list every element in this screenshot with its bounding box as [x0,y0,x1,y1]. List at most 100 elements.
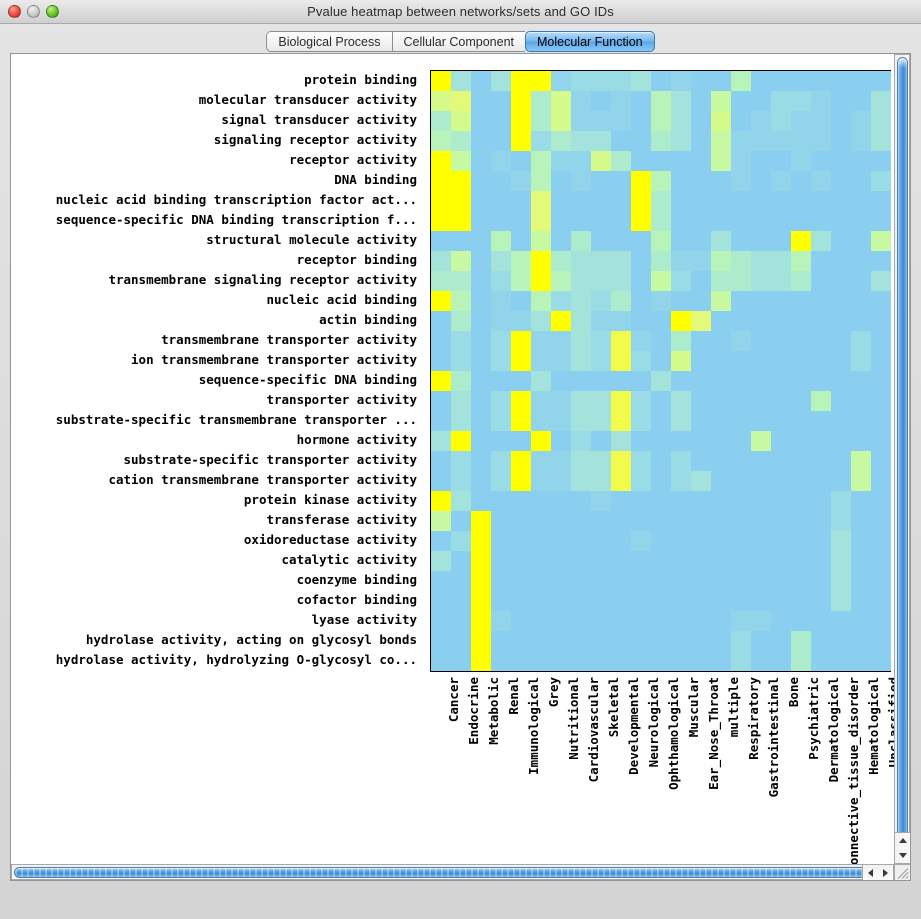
heatmap-cell[interactable] [731,91,751,111]
scroll-down-icon[interactable] [898,853,907,858]
heatmap-cell[interactable] [531,131,551,151]
heatmap-cell[interactable] [691,491,711,511]
heatmap-cell[interactable] [731,551,751,571]
heatmap-cell[interactable] [731,351,751,371]
heatmap-cell[interactable] [771,331,791,351]
heatmap-cell[interactable] [791,171,811,191]
heatmap-cell[interactable] [631,351,651,371]
heatmap-cell[interactable] [471,591,491,611]
heatmap-cell[interactable] [571,151,591,171]
heatmap-cell[interactable] [471,151,491,171]
heatmap-cell[interactable] [491,411,511,431]
heatmap-cell[interactable] [851,591,871,611]
heatmap-cell[interactable] [511,391,531,411]
heatmap-cell[interactable] [791,611,811,631]
heatmap-cell[interactable] [531,611,551,631]
heatmap-cell[interactable] [571,191,591,211]
heatmap-cell[interactable] [511,291,531,311]
heatmap-cell[interactable] [851,211,871,231]
heatmap-cell[interactable] [491,391,511,411]
heatmap-cell[interactable] [711,651,731,671]
heatmap-cell[interactable] [611,471,631,491]
heatmap-cell[interactable] [771,651,791,671]
heatmap-cell[interactable] [531,331,551,351]
heatmap-cell[interactable] [731,411,751,431]
heatmap-cell[interactable] [771,211,791,231]
heatmap-cell[interactable] [611,571,631,591]
heatmap-cell[interactable] [531,551,551,571]
heatmap-cell[interactable] [431,611,451,631]
heatmap-cell[interactable] [591,471,611,491]
heatmap-cell[interactable] [671,191,691,211]
heatmap-cell[interactable] [471,471,491,491]
heatmap-cell[interactable] [491,591,511,611]
heatmap-cell[interactable] [451,231,471,251]
heatmap-cell[interactable] [751,211,771,231]
heatmap-cell[interactable] [811,571,831,591]
heatmap-cell[interactable] [571,271,591,291]
heatmap-cell[interactable] [571,651,591,671]
heatmap-cell[interactable] [751,331,771,351]
heatmap-cell[interactable] [671,291,691,311]
horizontal-scrollbar-thumb[interactable] [14,867,869,878]
heatmap-cell[interactable] [431,631,451,651]
heatmap-cell[interactable] [551,451,571,471]
heatmap-cell[interactable] [811,451,831,471]
heatmap-cell[interactable] [771,411,791,431]
heatmap-cell[interactable] [571,91,591,111]
heatmap-cell[interactable] [711,71,731,91]
heatmap-cell[interactable] [751,491,771,511]
heatmap-cell[interactable] [831,391,851,411]
heatmap-cell[interactable] [871,331,891,351]
heatmap-cell[interactable] [851,151,871,171]
heatmap-cell[interactable] [871,411,891,431]
heatmap-cell[interactable] [671,231,691,251]
heatmap-cell[interactable] [751,511,771,531]
heatmap-cell[interactable] [571,231,591,251]
heatmap-cell[interactable] [711,151,731,171]
heatmap-cell[interactable] [511,611,531,631]
heatmap-cell[interactable] [851,191,871,211]
heatmap-cell[interactable] [791,291,811,311]
heatmap-cell[interactable] [811,251,831,271]
heatmap-cell[interactable] [671,491,691,511]
heatmap-cell[interactable] [811,331,831,351]
heatmap-cell[interactable] [691,371,711,391]
heatmap-cell[interactable] [551,331,571,351]
heatmap-cell[interactable] [431,111,451,131]
heatmap-cell[interactable] [651,611,671,631]
heatmap-cell[interactable] [471,111,491,131]
heatmap-cell[interactable] [511,651,531,671]
heatmap-cell[interactable] [871,431,891,451]
heatmap-cell[interactable] [611,311,631,331]
heatmap-cell[interactable] [831,291,851,311]
heatmap-cell[interactable] [671,131,691,151]
heatmap-cell[interactable] [451,171,471,191]
heatmap-cell[interactable] [531,411,551,431]
heatmap-cell[interactable] [631,231,651,251]
heatmap-cell[interactable] [691,411,711,431]
heatmap-cell[interactable] [471,291,491,311]
heatmap-cell[interactable] [811,291,831,311]
heatmap-cell[interactable] [851,511,871,531]
heatmap-cell[interactable] [451,491,471,511]
heatmap-cell[interactable] [791,551,811,571]
heatmap-cell[interactable] [871,631,891,651]
heatmap-cell[interactable] [671,331,691,351]
heatmap-cell[interactable] [731,471,751,491]
heatmap-cell[interactable] [591,531,611,551]
heatmap-cell[interactable] [531,271,551,291]
heatmap-cell[interactable] [511,331,531,351]
heatmap-cell[interactable] [831,231,851,251]
heatmap-cell[interactable] [751,411,771,431]
heatmap-cell[interactable] [791,391,811,411]
heatmap-cell[interactable] [851,231,871,251]
heatmap-cell[interactable] [751,311,771,331]
heatmap-cell[interactable] [551,131,571,151]
heatmap-cell[interactable] [611,291,631,311]
heatmap-cell[interactable] [871,151,891,171]
heatmap-cell[interactable] [691,71,711,91]
heatmap-cell[interactable] [591,251,611,271]
heatmap-cell[interactable] [851,71,871,91]
heatmap-cell[interactable] [771,271,791,291]
